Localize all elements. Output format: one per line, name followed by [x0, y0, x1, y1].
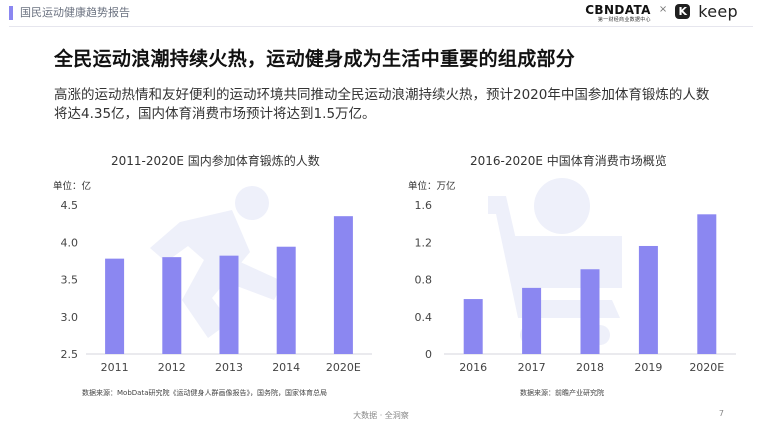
chart-right-xtick: 2019	[634, 361, 662, 374]
chart-left-ytick: 3.5	[61, 274, 79, 287]
chart-left-bar	[219, 255, 239, 354]
summary-text: 高涨的运动热情和友好便利的运动环境共同推动全民运动浪潮持续火热，预计2020年中…	[54, 87, 710, 122]
chart-right-bar	[638, 245, 658, 354]
header-accent-bar	[9, 6, 13, 20]
chart-right-source: 数据来源：前瞻产业研究院	[520, 389, 604, 397]
chart-left-unit: 单位：亿	[53, 181, 92, 192]
chart-left-title: 2011-2020E 国内参加体育锻炼的人数	[111, 154, 320, 168]
cart-watermark-icon	[488, 178, 622, 345]
header-divider	[9, 26, 753, 27]
chart-right-bar	[522, 287, 542, 354]
chart-left-ytick: 3.0	[61, 311, 79, 324]
chart-left-xtick: 2020E	[326, 361, 361, 374]
chart-right-title: 2016-2020E 中国体育消费市场概览	[470, 154, 667, 168]
chart-right-bar	[697, 214, 717, 354]
chart-left-plot: 2.5 3.0 3.5 4.0 4.5 2011 2012 2013 2014 2020E	[61, 199, 372, 374]
chart-right-ytick: 1.2	[415, 236, 433, 249]
chart-right-xtick: 2018	[576, 361, 604, 374]
chart-left-xtick: 2011	[101, 361, 129, 374]
report-title: 国民运动健康趋势报告	[20, 6, 130, 19]
keep-logo-text: keep	[698, 2, 738, 21]
footer-slogan: 大数据 · 全洞察	[353, 411, 409, 420]
partner-separator: ×	[658, 4, 668, 15]
chart-left-xtick: 2012	[158, 361, 186, 374]
chart-left-bar	[105, 258, 125, 354]
chart-left-bar	[276, 246, 296, 354]
chart-right-ytick: 0.4	[415, 311, 433, 324]
cbndata-logo-text: CBNDATA	[585, 3, 651, 17]
chart-right-ytick: 0.8	[415, 274, 433, 287]
chart-left-source: 数据来源：MobData研究院《运动健身人群画像报告》，国务院，国家体育总局	[82, 389, 327, 397]
chart-right-ytick: 0	[425, 348, 432, 361]
brand-logos: CBNDATA 第一财经商业数据中心 × K keep	[585, 3, 738, 23]
chart-left-ytick: 4.0	[61, 236, 79, 249]
cbndata-logo-subtext: 第一财经商业数据中心	[597, 17, 651, 23]
chart-left-bar	[162, 257, 182, 354]
page-number: 7	[718, 409, 724, 418]
cbndata-logo: CBNDATA 第一财经商业数据中心	[585, 3, 651, 23]
keep-logo-icon: K	[675, 4, 691, 19]
chart-right-xtick: 2017	[518, 361, 546, 374]
chart-left-xtick: 2013	[215, 361, 243, 374]
chart-left-ytick: 2.5	[61, 348, 79, 361]
chart-right-plot: 0 0.4 0.8 1.2 1.6 2016 2017 2018 2019 2020E	[415, 199, 736, 374]
chart-left-ytick: 4.5	[61, 199, 79, 212]
runner-watermark-icon	[150, 186, 284, 338]
chart-right-bar	[580, 269, 600, 354]
chart-left-xtick: 2014	[272, 361, 300, 374]
chart-right-xtick: 2016	[459, 361, 487, 374]
chart-right-ytick: 1.6	[415, 199, 433, 212]
page-title: 全民运动浪潮持续火热，运动健身成为生活中重要的组成部分	[54, 48, 576, 70]
chart-right-bar	[463, 299, 483, 354]
chart-right-xtick: 2020E	[689, 361, 724, 374]
chart-left-bar	[333, 216, 353, 354]
chart-right-unit: 单位：万亿	[408, 181, 456, 192]
